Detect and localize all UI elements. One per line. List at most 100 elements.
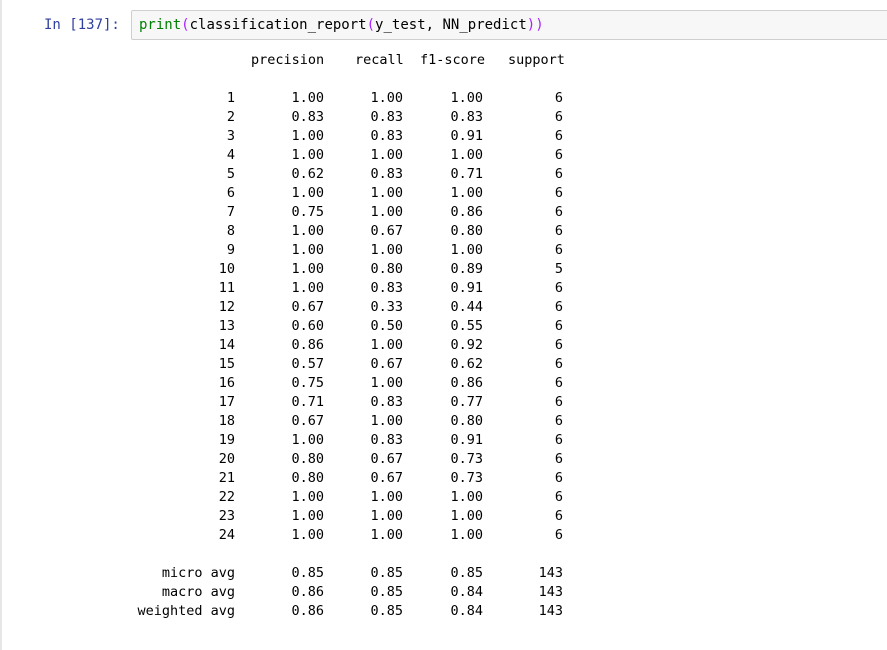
support-value: 5 (554, 261, 563, 277)
row-label: 11 (218, 280, 235, 296)
f1-score-value: 0.62 (450, 356, 483, 372)
recall-value: 0.83 (370, 280, 403, 296)
precision-value: 1.00 (291, 261, 324, 277)
precision-value: 1.00 (291, 242, 324, 258)
support-value: 6 (554, 432, 563, 448)
recall-value: 0.83 (370, 432, 403, 448)
precision-value: 0.75 (291, 204, 324, 220)
precision-value: 1.00 (291, 223, 324, 239)
row-label: 16 (218, 375, 235, 391)
paren-close: )) (526, 17, 544, 33)
code-line[interactable]: print(classification_report(y_test, NN_p… (139, 17, 544, 33)
recall-value: 1.00 (370, 375, 403, 391)
precision-value: 1.00 (291, 185, 324, 201)
f1-score-value: 0.80 (450, 413, 483, 429)
support-value: 6 (554, 375, 563, 391)
code-input-area[interactable]: print(classification_report(y_test, NN_p… (131, 10, 887, 40)
f1-score-value: 0.89 (450, 261, 483, 277)
f1-score-value: 0.91 (450, 128, 483, 144)
f1-score-value: 0.44 (450, 299, 483, 315)
row-label: 20 (218, 451, 235, 467)
header-recall: recall (355, 52, 404, 68)
f1-score-value: 0.55 (450, 318, 483, 334)
support-value: 6 (554, 128, 563, 144)
recall-value: 0.67 (370, 470, 403, 486)
precision-value: 0.85 (291, 565, 324, 581)
support-value: 6 (554, 451, 563, 467)
recall-value: 0.50 (370, 318, 403, 334)
precision-value: 1.00 (291, 527, 324, 543)
paren-open-inner: ( (366, 17, 376, 33)
f1-score-value: 1.00 (450, 242, 483, 258)
recall-value: 0.80 (370, 261, 403, 277)
recall-value: 1.00 (370, 489, 403, 505)
row-label: 4 (226, 147, 235, 163)
row-label: 2 (226, 109, 235, 125)
row-label: 6 (226, 185, 235, 201)
row-label: 15 (218, 356, 235, 372)
row-label: 18 (218, 413, 235, 429)
support-value: 6 (554, 147, 563, 163)
f1-score-value: 0.92 (450, 337, 483, 353)
input-prompt: In [137]: (44, 17, 120, 33)
support-value: 6 (554, 223, 563, 239)
f1-score-value: 1.00 (450, 185, 483, 201)
support-value: 6 (554, 508, 563, 524)
f1-score-value: 0.77 (450, 394, 483, 410)
f1-score-value: 0.86 (450, 204, 483, 220)
recall-value: 0.85 (370, 584, 403, 600)
row-label: 7 (226, 204, 235, 220)
precision-value: 1.00 (291, 90, 324, 106)
precision-value: 1.00 (291, 508, 324, 524)
precision-value: 0.80 (291, 470, 324, 486)
precision-value: 0.71 (291, 394, 324, 410)
recall-value: 0.83 (370, 128, 403, 144)
row-label: 22 (218, 489, 235, 505)
paren-open: ( (181, 17, 190, 33)
print-keyword: print (139, 17, 182, 33)
recall-value: 1.00 (370, 413, 403, 429)
f1-score-value: 0.91 (450, 432, 483, 448)
row-label: 14 (218, 337, 235, 353)
precision-value: 0.80 (291, 451, 324, 467)
recall-value: 0.83 (370, 109, 403, 125)
f1-score-value: 0.85 (450, 565, 483, 581)
precision-value: 1.00 (291, 147, 324, 163)
recall-value: 0.85 (370, 565, 403, 581)
recall-value: 1.00 (370, 337, 403, 353)
header-precision: precision (251, 52, 325, 68)
cell-selection-border (0, 0, 2, 650)
precision-value: 0.67 (291, 299, 324, 315)
precision-value: 0.62 (291, 166, 324, 182)
f1-score-value: 0.86 (450, 375, 483, 391)
recall-value: 0.67 (370, 223, 403, 239)
recall-value: 1.00 (370, 242, 403, 258)
precision-value: 0.57 (291, 356, 324, 372)
row-label: 24 (218, 527, 235, 543)
support-value: 6 (554, 166, 563, 182)
support-value: 6 (554, 90, 563, 106)
precision-value: 0.75 (291, 375, 324, 391)
recall-value: 1.00 (370, 147, 403, 163)
f1-score-value: 1.00 (450, 508, 483, 524)
f1-score-value: 1.00 (450, 90, 483, 106)
precision-value: 0.86 (291, 584, 324, 600)
recall-value: 0.67 (370, 356, 403, 372)
support-value: 6 (554, 413, 563, 429)
recall-value: 0.83 (370, 394, 403, 410)
recall-value: 0.67 (370, 451, 403, 467)
f1-score-value: 0.84 (450, 603, 483, 619)
precision-value: 1.00 (291, 280, 324, 296)
support-value: 6 (554, 280, 563, 296)
f1-score-value: 0.80 (450, 223, 483, 239)
support-value: 6 (554, 394, 563, 410)
recall-value: 1.00 (370, 204, 403, 220)
recall-value: 1.00 (370, 90, 403, 106)
f1-score-value: 0.71 (450, 166, 483, 182)
row-label: 13 (218, 318, 235, 334)
recall-value: 1.00 (370, 527, 403, 543)
function-name: classification_report (189, 17, 367, 33)
recall-value: 1.00 (370, 185, 403, 201)
support-value: 143 (538, 584, 563, 600)
